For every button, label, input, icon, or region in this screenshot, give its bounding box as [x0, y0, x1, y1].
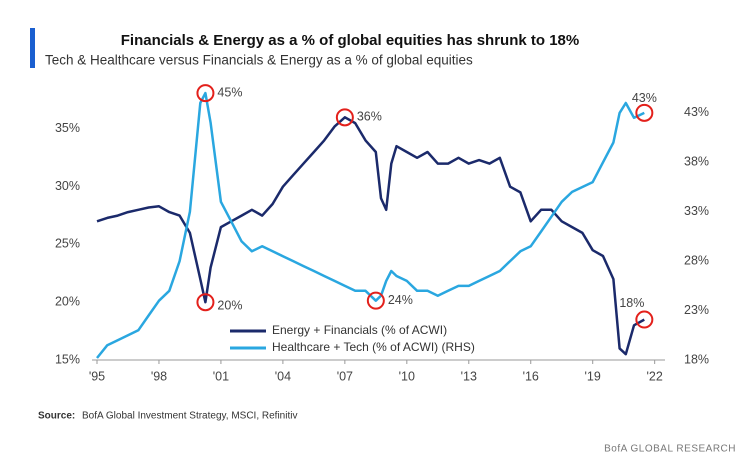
x-tick-label: '16: [523, 369, 539, 383]
y-tick-label: 35%: [55, 121, 80, 135]
x-tick-label: '10: [399, 369, 415, 383]
y2-tick-label: 18%: [684, 352, 709, 366]
series-line: [96, 91, 645, 359]
x-tick-label: '01: [213, 369, 229, 383]
x-tick-label: '95: [89, 369, 105, 383]
x-tick-label: '98: [151, 369, 167, 383]
legend-label: Healthcare + Tech (% of ACWI) (RHS): [272, 340, 475, 354]
annotation-label: 43%: [632, 91, 657, 105]
y2-tick-label: 28%: [684, 253, 709, 267]
title-accent: [30, 28, 35, 68]
y2-tick-label: 43%: [684, 105, 709, 119]
x-tick-label: '22: [647, 369, 663, 383]
annotation-circle: [635, 103, 654, 122]
x-tick-label: '07: [337, 369, 353, 383]
chart-subtitle: Tech & Healthcare versus Financials & En…: [45, 53, 473, 68]
annotation-circle: [335, 108, 354, 127]
y2-tick-label: 38%: [684, 155, 709, 169]
annotation-label: 36%: [357, 110, 382, 124]
y-tick-label: 25%: [55, 237, 80, 251]
annotation-circle: [366, 291, 385, 310]
x-tick-label: '19: [585, 369, 601, 383]
annotation-label: 18%: [619, 296, 644, 310]
x-tick-label: '04: [275, 369, 291, 383]
y2-tick-label: 33%: [684, 204, 709, 218]
y-tick-label: 30%: [55, 179, 80, 193]
legend-label: Energy + Financials (% of ACWI): [272, 323, 447, 337]
annotation-circle: [196, 293, 215, 312]
annotation-label: 20%: [217, 299, 242, 313]
annotation-label: 24%: [388, 293, 413, 307]
footer: BofA GLOBAL RESEARCH: [604, 444, 736, 455]
annotation-circle: [196, 84, 215, 103]
source: BofA Global Investment Strategy, MSCI, R…: [82, 411, 297, 422]
annotation-label: 45%: [217, 85, 242, 99]
y2-tick-label: 23%: [684, 303, 709, 317]
annotation-circle: [635, 310, 654, 329]
x-tick-label: '13: [461, 369, 477, 383]
y-tick-label: 15%: [55, 352, 80, 366]
source-label: Source:: [38, 411, 75, 422]
chart-title: Financials & Energy as a % of global equ…: [121, 32, 579, 49]
series-line: [96, 116, 645, 356]
y-tick-label: 20%: [55, 295, 80, 309]
